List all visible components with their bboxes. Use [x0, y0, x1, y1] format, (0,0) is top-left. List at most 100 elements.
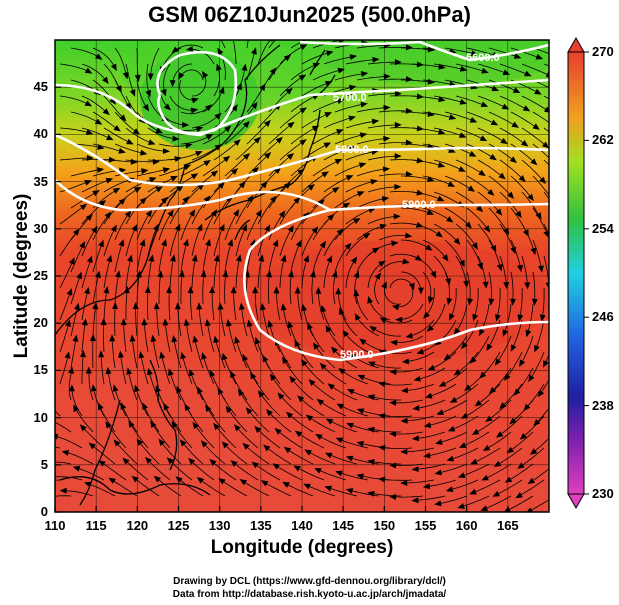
streamline [103, 258, 111, 289]
streamline [543, 191, 549, 200]
streamline-arrow [112, 187, 121, 194]
streamline [532, 47, 549, 54]
streamline-arrow [471, 242, 478, 250]
contour-5700-low [156, 50, 238, 135]
streamline-arrow [141, 168, 149, 175]
streamline-arrow [85, 129, 94, 135]
contour-5900 [55, 179, 549, 362]
streamline [146, 63, 150, 94]
streamline [411, 63, 442, 68]
y-tick-label: 45 [33, 79, 48, 95]
streamline-arrow [495, 208, 503, 216]
streamline [477, 95, 506, 108]
streamline-arrow [537, 265, 544, 273]
streamline [334, 103, 364, 113]
streamline-arrow [488, 386, 497, 394]
streamline [131, 338, 138, 369]
streamline-arrow [367, 426, 375, 433]
streamline [276, 290, 281, 321]
streamline-arrow [499, 402, 507, 410]
streamline [257, 198, 275, 225]
streamline-arrow [356, 408, 365, 415]
streamline [539, 378, 549, 395]
colorbar-max-arrow [567, 36, 585, 53]
streamline [147, 258, 153, 289]
streamline-arrow [180, 351, 187, 360]
streamline-arrow [438, 63, 446, 70]
contour-label-5800: 5800.0 [335, 144, 369, 156]
streamline [301, 82, 329, 97]
streamline [76, 467, 105, 481]
streamline-arrow [335, 287, 342, 295]
streamline [158, 79, 169, 108]
streamline [486, 431, 512, 450]
streamline [488, 207, 508, 232]
streamline-arrow [147, 73, 154, 81]
streamline [158, 242, 166, 273]
streamline-arrow [477, 262, 484, 271]
x-tick-label: 165 [496, 518, 519, 533]
streamline-arrow [303, 254, 310, 263]
streamline [307, 451, 336, 465]
streamline [151, 423, 171, 449]
streamline [496, 287, 501, 318]
streamline [477, 383, 501, 405]
streamline [367, 155, 398, 161]
streamline-arrow [495, 431, 504, 438]
streamline [59, 95, 89, 105]
streamline-arrow [280, 254, 287, 263]
streamline-arrow [427, 364, 436, 371]
streamline [484, 463, 512, 480]
streamline [161, 355, 171, 385]
streamline-arrow [480, 101, 489, 107]
streamline-arrow [299, 107, 307, 114]
streamline [221, 479, 248, 497]
streamline [334, 245, 350, 273]
streamline [92, 243, 103, 273]
streamline-arrow [317, 199, 325, 206]
streamline [491, 367, 512, 392]
streamline [450, 287, 457, 318]
streamline-arrow [225, 319, 232, 327]
streamline [521, 223, 535, 252]
streamline-arrow [467, 185, 475, 192]
streamline-arrow [205, 238, 211, 247]
streamline [512, 319, 523, 349]
streamline-arrow [416, 157, 424, 164]
streamline [202, 212, 216, 241]
streamline-arrow [134, 74, 141, 82]
streamline [449, 479, 479, 491]
colorbar-label: 238 [592, 397, 614, 413]
streamline-arrow [133, 186, 142, 193]
streamline-arrow [303, 483, 311, 490]
streamline [455, 127, 484, 140]
streamline-arrow [430, 270, 436, 279]
streamline-arrow [218, 477, 226, 485]
streamline [213, 141, 239, 161]
streamline-arrow [110, 63, 117, 72]
streamline-arrow [427, 46, 435, 53]
streamline-arrow [458, 132, 467, 138]
streamline-arrow [218, 86, 225, 95]
streamline-arrow [90, 384, 97, 392]
streamline [92, 214, 110, 241]
colorbar-label: 246 [592, 309, 614, 325]
streamline-arrow [367, 458, 375, 465]
streamline [202, 273, 205, 305]
streamline [211, 290, 215, 321]
streamline [81, 322, 86, 353]
streamline-arrow [289, 375, 297, 384]
streamline [555, 240, 563, 269]
streamline-arrow [314, 468, 322, 474]
streamline-arrow [356, 473, 364, 480]
y-tick-label: 30 [33, 220, 48, 236]
streamline-arrow [400, 479, 408, 486]
streamline [341, 369, 369, 385]
streamline [395, 287, 414, 308]
streamline-arrow [426, 324, 434, 332]
streamline-arrow [287, 24, 296, 32]
streamline-arrow [447, 181, 456, 187]
streamline [297, 290, 303, 321]
streamline [55, 461, 72, 465]
streamline [103, 200, 124, 225]
